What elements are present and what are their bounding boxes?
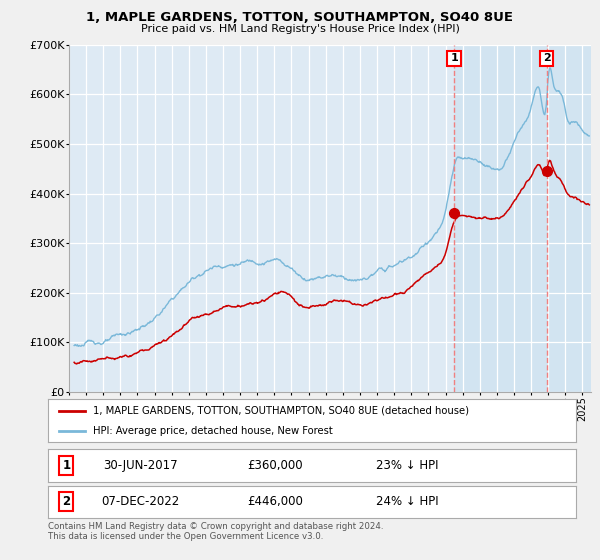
Bar bbox=[454, 45, 591, 392]
Text: 07-DEC-2022: 07-DEC-2022 bbox=[101, 495, 179, 508]
Text: 23% ↓ HPI: 23% ↓ HPI bbox=[376, 459, 438, 472]
Text: 2: 2 bbox=[62, 495, 71, 508]
Text: 1: 1 bbox=[450, 54, 458, 63]
Text: 2: 2 bbox=[543, 54, 551, 63]
Text: 24% ↓ HPI: 24% ↓ HPI bbox=[376, 495, 439, 508]
Text: Contains HM Land Registry data © Crown copyright and database right 2024.
This d: Contains HM Land Registry data © Crown c… bbox=[48, 522, 383, 542]
Text: HPI: Average price, detached house, New Forest: HPI: Average price, detached house, New … bbox=[93, 426, 332, 436]
Text: 30-JUN-2017: 30-JUN-2017 bbox=[103, 459, 178, 472]
Text: Price paid vs. HM Land Registry's House Price Index (HPI): Price paid vs. HM Land Registry's House … bbox=[140, 24, 460, 34]
Text: 1, MAPLE GARDENS, TOTTON, SOUTHAMPTON, SO40 8UE (detached house): 1, MAPLE GARDENS, TOTTON, SOUTHAMPTON, S… bbox=[93, 405, 469, 416]
Text: 1: 1 bbox=[62, 459, 71, 472]
Text: 1, MAPLE GARDENS, TOTTON, SOUTHAMPTON, SO40 8UE: 1, MAPLE GARDENS, TOTTON, SOUTHAMPTON, S… bbox=[86, 11, 514, 24]
Text: £446,000: £446,000 bbox=[247, 495, 303, 508]
Text: £360,000: £360,000 bbox=[247, 459, 303, 472]
